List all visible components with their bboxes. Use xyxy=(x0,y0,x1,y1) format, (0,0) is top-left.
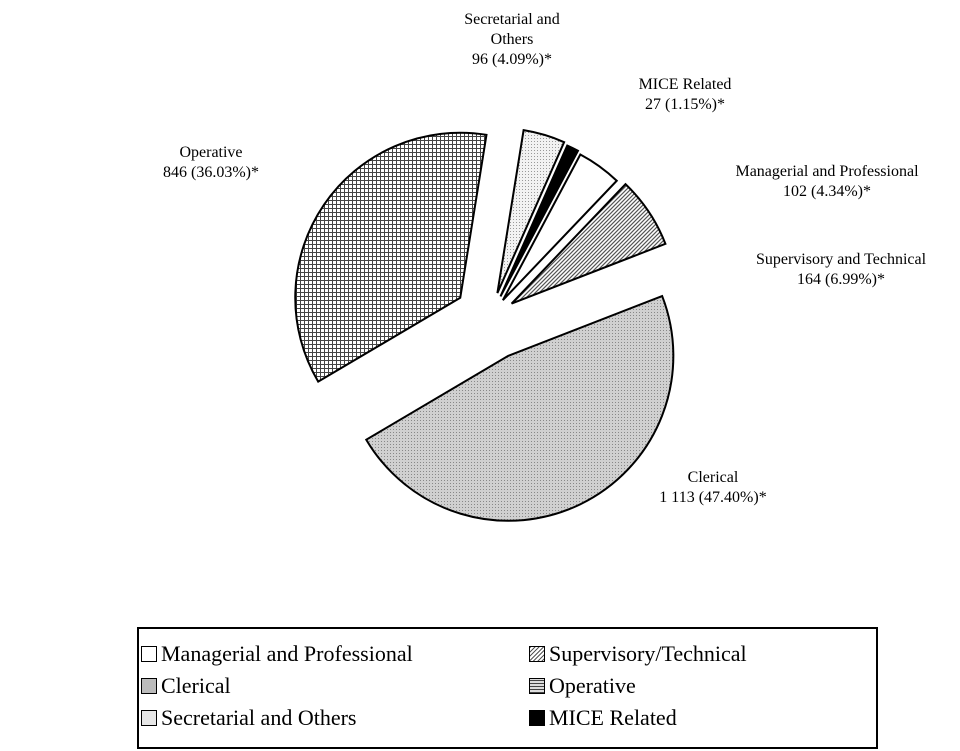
slice-value: 27 (1.15%)* xyxy=(645,96,725,113)
slice-label: Secretarial and Others 96 (4.09%)* xyxy=(457,10,567,70)
pie-slice xyxy=(496,129,566,294)
pie-slice xyxy=(510,182,667,305)
slice-label: Managerial and Professional 102 (4.34%)* xyxy=(697,162,957,202)
pie-slice xyxy=(364,294,675,522)
legend-swatch xyxy=(529,646,545,662)
legend: Managerial and Professional Supervisory/T… xyxy=(137,627,878,749)
legend-label: Operative xyxy=(549,673,636,698)
slice-value: 96 (4.09%)* xyxy=(472,51,552,68)
legend-item: Secretarial and Others xyxy=(141,705,356,731)
slice-label: Operative 846 (36.03%)* xyxy=(131,143,291,183)
legend-item: MICE Related xyxy=(529,705,677,731)
legend-swatch xyxy=(529,678,545,694)
legend-item: Supervisory/Technical xyxy=(529,641,747,667)
legend-item: Managerial and Professional xyxy=(141,641,413,667)
slice-value: 102 (4.34%)* xyxy=(783,183,871,200)
slice-value: 1 113 (47.40%)* xyxy=(659,489,767,506)
slice-value: 164 (6.99%)* xyxy=(797,271,885,288)
slice-label: Supervisory and Technical 164 (6.99%)* xyxy=(711,250,960,290)
slice-label: MICE Related 27 (1.15%)* xyxy=(605,75,765,115)
pie-slice xyxy=(294,131,488,384)
legend-label: Clerical xyxy=(161,673,231,698)
legend-swatch xyxy=(141,646,157,662)
slice-name: Secretarial and Others xyxy=(464,11,560,48)
slice-name: Managerial and Professional xyxy=(735,163,919,180)
legend-swatch xyxy=(141,678,157,694)
legend-label: Supervisory/Technical xyxy=(549,641,747,666)
legend-label: MICE Related xyxy=(549,705,677,730)
slice-label: Clerical 1 113 (47.40%)* xyxy=(613,468,813,508)
legend-swatch xyxy=(529,710,545,726)
legend-label: Managerial and Professional xyxy=(161,641,413,666)
legend-item: Clerical xyxy=(141,673,231,699)
slice-name: Clerical xyxy=(687,469,739,486)
slice-name: Supervisory and Technical xyxy=(755,251,927,268)
slice-value: 846 (36.03%)* xyxy=(163,164,259,181)
legend-label: Secretarial and Others xyxy=(161,705,357,730)
slice-name: Operative xyxy=(179,144,243,161)
pie-slice xyxy=(499,144,580,297)
legend-swatch xyxy=(141,710,157,726)
slice-name: MICE Related xyxy=(638,76,732,93)
legend-item: Operative xyxy=(529,673,636,699)
pie-slice xyxy=(501,153,619,301)
